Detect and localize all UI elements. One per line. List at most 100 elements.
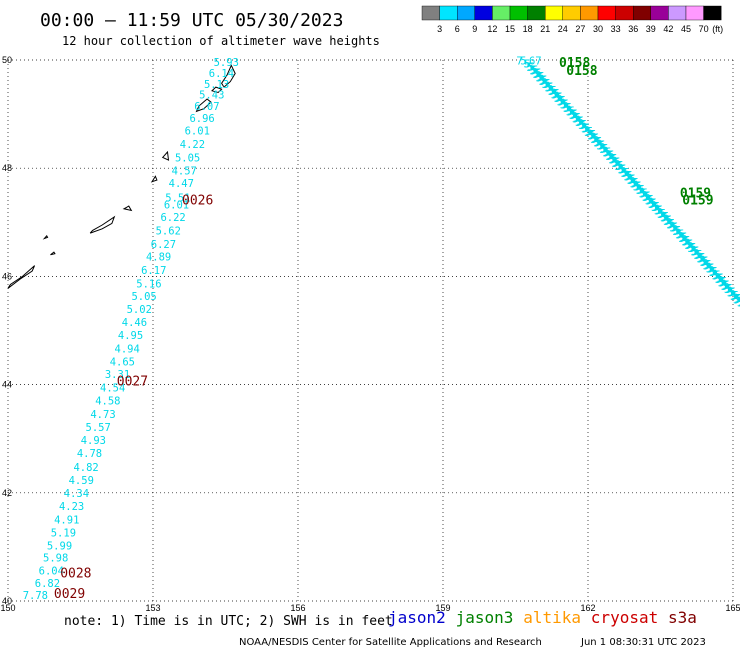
- swh-dense-mark: 5: [533, 69, 539, 81]
- colorbar-swatch: [580, 5, 599, 21]
- swh-dense-mark: 5: [620, 163, 626, 175]
- colorbar-level-label: 39: [646, 24, 656, 34]
- swh-dense-mark: 5: [534, 68, 540, 80]
- satellite-legend-cryosat: cryosat: [591, 608, 658, 627]
- footer-timestamp: Jun 1 08:30:31 UTC 2023: [580, 637, 706, 648]
- x-tick-label: 150: [0, 603, 15, 613]
- colorbar-swatch: [685, 5, 704, 21]
- swh-dense-mark: 5: [547, 82, 553, 94]
- swh-dense-mark: 5: [552, 89, 558, 101]
- colorbar-swatch: [421, 5, 440, 21]
- swh-dense-mark: 5: [729, 287, 735, 299]
- swh-dense-mark: 5: [730, 286, 736, 298]
- swh-dense-mark: 5: [663, 211, 669, 223]
- swh-dense-mark: 5: [558, 96, 564, 108]
- swh-dense-mark: 5: [598, 140, 604, 152]
- swh-dense-mark: 5: [681, 236, 687, 248]
- swh-dense-mark: 5: [674, 225, 680, 237]
- swh-dense-mark: 5: [531, 65, 537, 77]
- swh-dense-mark: 5: [541, 75, 547, 87]
- swh-dense-mark: 5: [594, 137, 600, 149]
- swh-dense-mark: 5: [707, 263, 713, 275]
- land-outline-island-1: [221, 64, 236, 88]
- swh-dense-mark: 5: [581, 124, 587, 136]
- swh-dense-mark: 5: [612, 158, 618, 170]
- swh-dense-mark: 5: [561, 99, 567, 111]
- colorbar-swatch: [650, 5, 669, 21]
- swh-dense-mark: 5: [675, 225, 681, 237]
- swh-dense-mark: 5: [666, 219, 672, 231]
- colorbar-swatch: [492, 5, 511, 21]
- swh-dense-mark: 5: [568, 106, 574, 118]
- colorbar-level-label: 24: [558, 24, 568, 34]
- swh-dense-mark: 5: [585, 127, 591, 139]
- swh-value: 6.96: [189, 113, 214, 125]
- swh-dense-mark: 5: [564, 103, 570, 115]
- swh-dense-mark: 5: [618, 165, 624, 177]
- swh-dense-mark: 5: [608, 150, 614, 162]
- swh-value: 4.58: [95, 395, 120, 407]
- swh-value: 4.22: [180, 139, 205, 151]
- swh-dense-mark: 5: [524, 58, 530, 70]
- swh-dense-mark: 5: [528, 61, 534, 73]
- swh-dense-mark: 5: [635, 181, 641, 193]
- footer-note: note: 1) Time is in UTC; 2) SWH is in fe…: [64, 614, 393, 629]
- swh-dense-mark: 5: [656, 205, 662, 217]
- swh-value: 5.93: [214, 57, 239, 69]
- swh-dense-mark: 5: [523, 59, 529, 71]
- swh-value: 5.57: [86, 422, 111, 434]
- swh-dense-mark: 5: [665, 215, 671, 227]
- swh-dense-mark: 5: [587, 126, 593, 138]
- swh-value: 5.62: [156, 225, 181, 237]
- swh-dense-mark: 5: [700, 257, 706, 269]
- pass-time-label: 0158: [559, 56, 590, 71]
- satellite-legend: jason2 jason3 altika cryosat s3a: [388, 608, 697, 627]
- swh-dense-mark: 5: [600, 144, 606, 156]
- swh-dense-mark: 5: [611, 153, 617, 165]
- colorbar-unit-label: (ft): [712, 24, 723, 34]
- swh-dense-mark: 5: [641, 188, 647, 200]
- pass-time-label: 0026: [182, 194, 213, 209]
- swh-dense-mark: 5: [608, 154, 614, 166]
- swh-value: 4.78: [77, 448, 102, 460]
- swh-dense-mark: 5: [557, 96, 563, 108]
- swh-dense-mark: 5: [668, 219, 674, 231]
- swh-dense-mark: 5: [567, 106, 573, 118]
- swh-dense-mark: 5: [734, 294, 740, 306]
- colorbar-level-label: 33: [611, 24, 621, 34]
- swh-value: 6.17: [141, 265, 166, 277]
- colorbar-swatch: [703, 5, 722, 21]
- swh-dense-mark: 5: [651, 198, 657, 210]
- swh-dense-mark: 5: [588, 130, 594, 142]
- swh-dense-mark: 5: [739, 297, 740, 309]
- swh-dense-mark: 5: [728, 287, 734, 299]
- swh-value: 4.59: [69, 475, 94, 487]
- swh-dense-mark: 5: [596, 141, 602, 153]
- swh-dense-mark: 5: [710, 267, 716, 279]
- swh-dense-mark: 5: [697, 254, 703, 266]
- swh-dense-mark: 5: [670, 222, 676, 234]
- swh-dense-mark: 5: [672, 226, 678, 238]
- swh-dense-mark: 5: [551, 90, 557, 102]
- swh-dense-mark: 5: [652, 202, 658, 214]
- swh-dense-mark: 5: [694, 250, 700, 262]
- swh-dense-mark: 5: [735, 294, 740, 306]
- swh-dense-mark: 5: [554, 88, 560, 100]
- land-outline-island-2: [211, 86, 223, 94]
- swh-dense-mark: 5: [526, 62, 532, 74]
- x-tick-label: 165: [725, 603, 740, 613]
- swh-dense-mark: 5: [733, 290, 739, 302]
- swh-dense-mark: 5: [566, 107, 572, 119]
- swh-dense-mark: 5: [545, 83, 551, 95]
- swh-dense-mark: 5: [630, 174, 636, 186]
- swh-dense-mark: 5: [584, 122, 590, 134]
- colorbar-level-label: 18: [523, 24, 533, 34]
- swh-dense-mark: 5: [616, 161, 622, 173]
- land-outline-island-3: [195, 98, 212, 113]
- satellite-legend-s3a: s3a: [668, 608, 697, 627]
- swh-dense-mark: 5: [590, 129, 596, 141]
- swh-dense-mark: 5: [701, 257, 707, 269]
- swh-dense-mark: 5: [731, 291, 737, 303]
- swh-value: 5.16: [136, 278, 161, 290]
- swh-dense-mark: 5: [546, 82, 552, 94]
